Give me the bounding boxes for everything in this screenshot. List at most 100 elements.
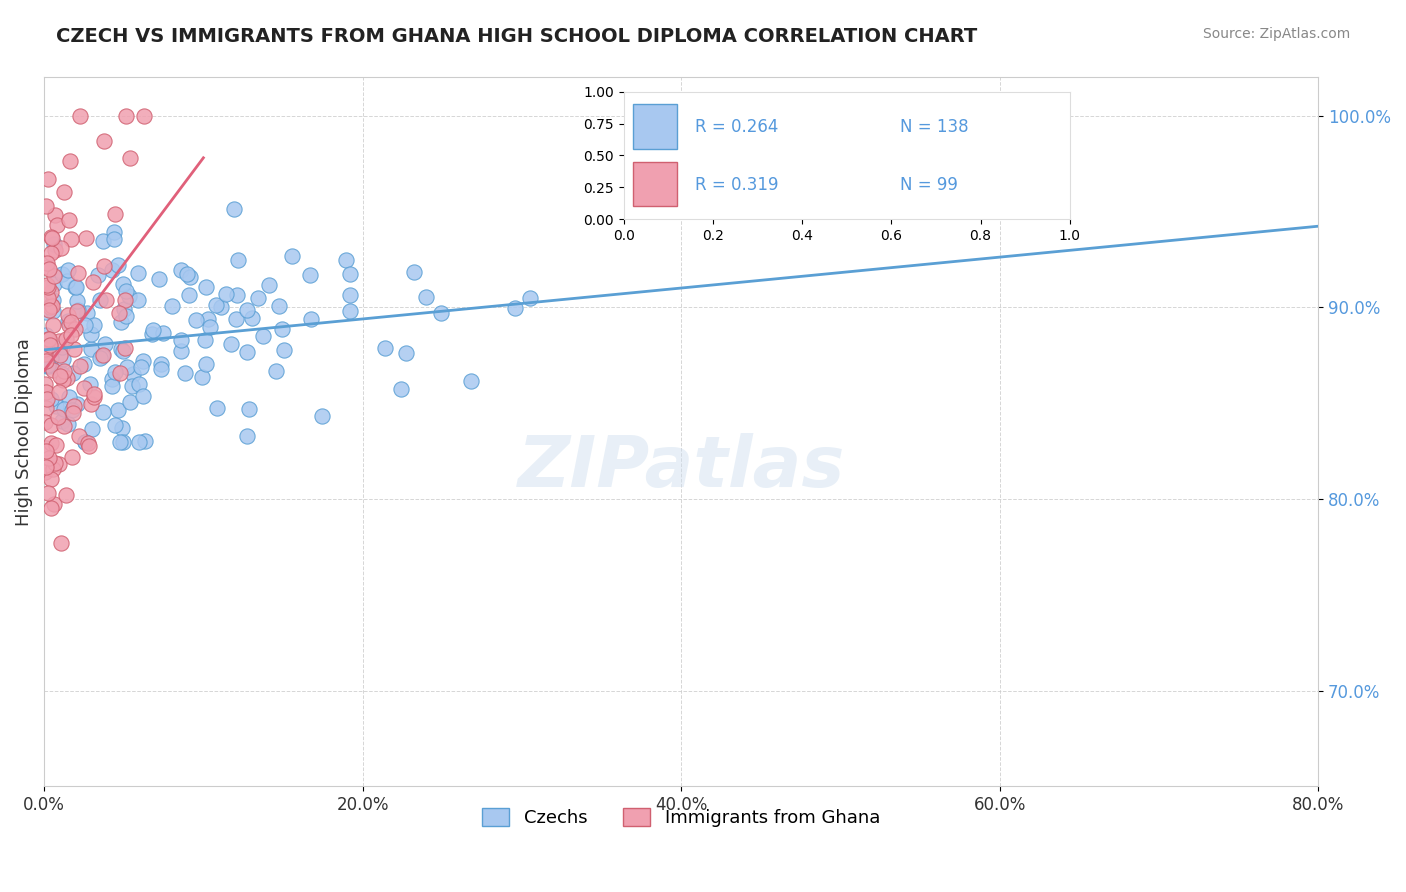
Point (127, 266, 149, 280)
Point (91, 348, 114, 362)
Point (63, 399, 86, 413)
Point (114, 109, 136, 123)
Point (56, 417, 79, 431)
Point (51, 414, 73, 428)
Point (62, 367, 84, 381)
Point (114, 293, 136, 308)
Point (114, 341, 136, 355)
Point (44, 209, 66, 223)
Point (194, 333, 217, 347)
Point (128, 376, 150, 391)
Point (39, 472, 62, 486)
Point (44, 497, 66, 511)
Point (91, 235, 114, 249)
Point (39, 501, 62, 516)
Point (162, 299, 184, 313)
Point (179, 269, 201, 284)
Point (67, 267, 90, 281)
Point (83, 390, 105, 404)
Point (267, 299, 290, 313)
Point (46, 410, 69, 425)
Point (184, 313, 207, 327)
Point (51, 267, 73, 281)
Point (38, 451, 60, 466)
Point (63, 342, 86, 356)
Point (91, 349, 114, 363)
Point (111, 420, 134, 434)
Point (93, 259, 115, 273)
Point (395, 346, 418, 360)
Point (134, 434, 156, 449)
Point (169, 262, 191, 277)
Point (104, 417, 127, 432)
Point (460, 374, 482, 388)
Point (205, 401, 228, 415)
Point (118, 152, 141, 166)
Point (58, 318, 80, 332)
Point (120, 395, 142, 409)
Point (170, 343, 193, 358)
Point (35, 260, 58, 274)
Point (34, 342, 56, 356)
Point (39, 246, 62, 260)
Point (89, 351, 111, 365)
Text: Source: ZipAtlas.com: Source: ZipAtlas.com (1202, 27, 1350, 41)
Point (93, 134, 115, 148)
Point (79, 397, 101, 411)
Point (69, 428, 91, 442)
Point (42, 462, 65, 476)
Point (44, 457, 66, 471)
Point (39, 300, 62, 314)
Point (38, 332, 60, 346)
Point (59, 154, 82, 169)
Point (131, 354, 153, 368)
Point (121, 368, 143, 382)
Point (66, 294, 89, 309)
Point (73, 380, 96, 394)
Point (48, 334, 70, 348)
Point (67, 303, 90, 318)
Point (174, 366, 197, 380)
Point (49, 536, 72, 550)
Point (519, 291, 541, 305)
Point (246, 291, 269, 305)
Point (48, 348, 70, 362)
Point (34, 415, 56, 429)
Point (104, 207, 127, 221)
Point (190, 370, 212, 384)
Point (69, 109, 91, 123)
Point (142, 323, 165, 337)
Point (252, 328, 274, 343)
Point (311, 409, 333, 423)
Point (177, 288, 200, 302)
Point (39, 298, 62, 312)
Point (429, 306, 451, 320)
Point (240, 311, 263, 326)
Point (226, 287, 249, 301)
Point (41, 351, 63, 365)
Text: ZIPatlas: ZIPatlas (517, 433, 845, 502)
Point (35, 199, 58, 213)
Y-axis label: High School Diploma: High School Diploma (15, 338, 32, 526)
Point (374, 342, 396, 356)
Point (236, 344, 259, 359)
Point (76, 306, 98, 320)
Point (53, 186, 76, 200)
Point (128, 434, 150, 449)
Point (103, 232, 125, 246)
Point (35, 305, 58, 319)
Point (52, 418, 75, 433)
Point (35, 385, 58, 400)
Point (89, 293, 111, 308)
Point (402, 265, 425, 279)
Point (42, 269, 65, 284)
Point (112, 343, 135, 358)
Point (38, 261, 60, 276)
Point (41, 362, 63, 376)
Point (236, 429, 259, 443)
Point (34, 347, 56, 361)
Point (224, 202, 246, 216)
Point (112, 434, 135, 449)
Point (115, 360, 138, 375)
Point (59, 328, 82, 343)
